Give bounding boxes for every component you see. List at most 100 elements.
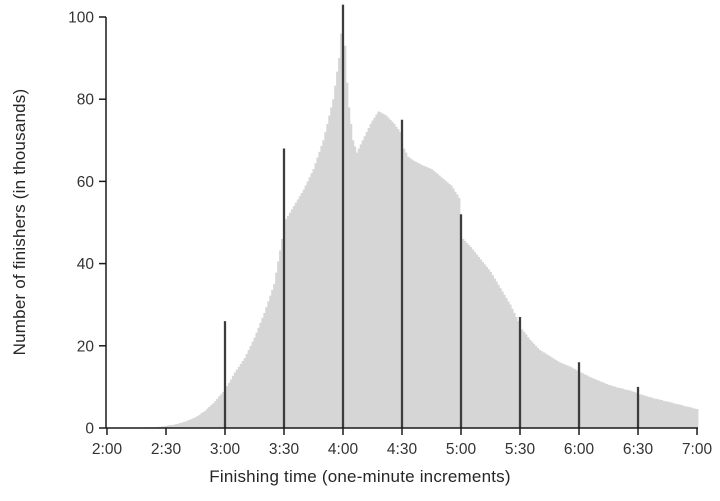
histogram-bar xyxy=(265,307,268,428)
histogram-bar xyxy=(552,358,555,428)
histogram-bar xyxy=(373,117,376,428)
histogram-bar xyxy=(275,272,278,428)
histogram-bar xyxy=(481,261,485,428)
histogram-bar xyxy=(210,404,213,428)
histogram-bar xyxy=(286,215,290,428)
histogram-bar xyxy=(522,331,526,428)
histogram-bar xyxy=(452,188,455,428)
histogram-bar xyxy=(574,369,577,428)
histogram-bar xyxy=(208,407,211,428)
histogram-bar xyxy=(190,418,193,428)
x-tick-label: 5:30 xyxy=(505,441,536,458)
histogram-bar xyxy=(463,240,467,428)
histogram-bar xyxy=(288,212,292,428)
histogram-bar xyxy=(279,250,282,428)
histogram-bar xyxy=(269,295,272,428)
histogram-bar xyxy=(550,357,553,428)
histogram-bar xyxy=(676,404,679,428)
histogram-bar xyxy=(166,425,170,428)
histogram-bar xyxy=(513,312,516,428)
histogram-bar xyxy=(568,366,571,428)
histogram-bar xyxy=(615,387,618,428)
histogram-bar xyxy=(222,391,225,428)
histogram-bar xyxy=(255,332,258,428)
histogram-bar xyxy=(231,375,235,428)
y-tick-label: 0 xyxy=(85,421,94,438)
histogram-bar xyxy=(570,367,573,428)
histogram-bar xyxy=(587,376,591,429)
x-tick-label: 6:30 xyxy=(623,441,654,458)
histogram-bar xyxy=(395,126,398,429)
histogram-bar xyxy=(251,341,254,428)
x-tick-label: 6:00 xyxy=(564,441,595,458)
histogram-bar xyxy=(365,132,368,428)
histogram-bar xyxy=(202,411,205,428)
histogram-bar xyxy=(206,408,209,428)
histogram-bar xyxy=(235,369,239,428)
histogram-bar xyxy=(163,426,166,428)
histogram-bar xyxy=(524,334,528,428)
histogram-bar xyxy=(666,401,669,428)
histogram-bar xyxy=(690,407,693,428)
histogram-bar xyxy=(379,112,382,428)
histogram-bar xyxy=(267,301,270,428)
x-axis-ticks: 2:00 2:30 3:00 3:30 4:00 4:30 5:00 5:30 6:00 6:30… xyxy=(92,428,712,458)
histogram-bar xyxy=(263,312,266,428)
histogram-bar xyxy=(532,343,536,428)
histogram-bar xyxy=(393,123,396,429)
histogram-bar xyxy=(273,284,276,428)
histogram-bar xyxy=(363,136,367,428)
histogram-bar xyxy=(402,148,406,428)
histogram-bar xyxy=(326,123,329,429)
histogram-bar xyxy=(227,382,231,428)
histogram-bar xyxy=(178,423,182,428)
histogram-bar xyxy=(515,317,518,428)
histogram-bar xyxy=(361,140,365,429)
histogram-bar xyxy=(688,407,691,428)
histogram-bar xyxy=(467,245,471,428)
histogram-bar xyxy=(245,354,249,428)
histogram-bar xyxy=(450,185,453,428)
histogram-bar xyxy=(456,194,459,428)
histogram-bar xyxy=(416,162,420,428)
histogram-bar xyxy=(300,192,304,428)
histogram-bar xyxy=(381,113,384,428)
histogram-bar xyxy=(505,298,508,428)
histogram-bar xyxy=(204,410,207,428)
histogram-bar xyxy=(404,152,408,428)
histogram-bar xyxy=(436,174,439,428)
histogram-bar xyxy=(438,175,441,428)
histogram-bar xyxy=(377,111,380,428)
histogram-bar xyxy=(294,202,298,428)
histogram-bar xyxy=(349,123,353,429)
histogram-bar xyxy=(371,120,374,428)
histogram-bar xyxy=(660,400,663,428)
histogram-bar xyxy=(233,372,237,428)
histogram-bar xyxy=(682,405,685,428)
histogram-bar xyxy=(613,386,616,428)
histogram-bar xyxy=(296,199,300,428)
histogram-bar xyxy=(520,329,524,428)
histogram-bar xyxy=(491,275,494,428)
histogram-bar xyxy=(471,249,475,428)
histogram-bar xyxy=(591,378,595,428)
x-axis-title: Finishing time (one-minute increments) xyxy=(209,467,511,486)
histogram-bar xyxy=(684,406,687,428)
histogram-bar xyxy=(308,177,311,428)
histogram-bar xyxy=(229,379,233,428)
histogram-bar xyxy=(328,115,331,428)
histogram-bar xyxy=(357,148,361,428)
histogram-bar xyxy=(316,157,319,428)
y-tick-label: 20 xyxy=(77,338,95,355)
histogram-bar xyxy=(375,114,378,428)
histogram-bar xyxy=(220,394,223,428)
histogram-bar xyxy=(540,351,544,428)
histogram-bar xyxy=(247,349,250,428)
histogram-bar xyxy=(322,140,325,429)
x-tick-label: 5:00 xyxy=(446,441,477,458)
histogram-bar xyxy=(601,382,604,428)
histogram-bar xyxy=(444,180,447,428)
histogram-bar xyxy=(694,408,697,428)
histogram-bar xyxy=(367,127,370,428)
